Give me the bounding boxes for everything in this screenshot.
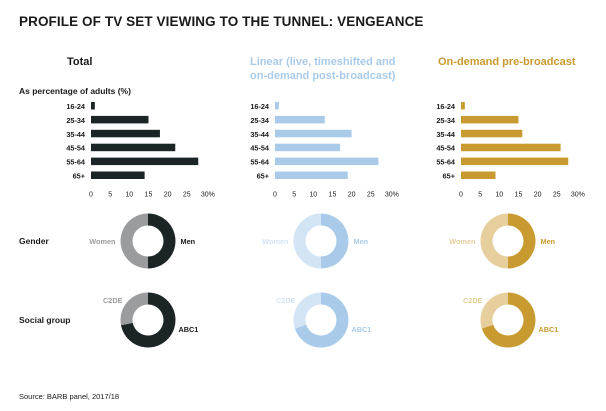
x-tick-label: 20 bbox=[534, 191, 542, 198]
bar-category-label: 45-54 bbox=[66, 144, 86, 153]
bar bbox=[275, 129, 352, 138]
legend-label-men: Men bbox=[181, 237, 196, 246]
bar bbox=[91, 157, 199, 166]
x-tick-label: 30% bbox=[571, 191, 585, 198]
social-donut-slice bbox=[120, 292, 176, 348]
legend-label-abc1: ABC1 bbox=[179, 325, 199, 334]
bar-category-label: 55-64 bbox=[250, 158, 270, 167]
legend-label-c2de: C2DE bbox=[103, 296, 123, 305]
social-donut-slice bbox=[481, 292, 536, 348]
bar bbox=[461, 143, 561, 152]
social-donut-slice bbox=[294, 292, 349, 348]
bar-category-label: 25-34 bbox=[436, 116, 456, 125]
bar-category-label: 35-44 bbox=[66, 130, 86, 139]
bar-category-label: 65+ bbox=[257, 172, 269, 181]
legend-label-abc1: ABC1 bbox=[539, 325, 559, 334]
bar-category-label: 25-34 bbox=[66, 116, 86, 125]
bar bbox=[275, 143, 341, 152]
x-tick-label: 20 bbox=[348, 191, 356, 198]
legend-label-men: Men bbox=[354, 237, 369, 246]
gender-donut-slice bbox=[293, 213, 321, 269]
gender-donut-slice bbox=[148, 213, 176, 269]
bar-category-label: 45-54 bbox=[250, 144, 270, 153]
bar bbox=[461, 115, 519, 124]
gender-donut-slice bbox=[321, 213, 349, 269]
source-note: Source: BARB panel, 2017/18 bbox=[19, 392, 120, 401]
bar-category-label: 16-24 bbox=[250, 102, 270, 111]
bar-category-label: 65+ bbox=[443, 172, 455, 181]
gender-donut-slice bbox=[508, 213, 536, 269]
x-tick-label: 30% bbox=[385, 191, 399, 198]
x-tick-label: 25 bbox=[367, 191, 375, 198]
panel-title-ondemand: On-demand pre-broadcast bbox=[438, 56, 576, 68]
bar-category-label: 25-34 bbox=[250, 116, 270, 125]
x-tick-label: 10 bbox=[495, 191, 503, 198]
x-tick-label: 10 bbox=[309, 191, 317, 198]
bar-category-label: 55-64 bbox=[436, 158, 456, 167]
social-donut-slice bbox=[480, 292, 508, 329]
social-donut-slice bbox=[120, 292, 148, 326]
chart-subtitle: As percentage of adults (%) bbox=[19, 86, 131, 96]
panel-title-linear: Linear (live, timeshifted and on-demand … bbox=[250, 56, 396, 82]
panel-title-total: Total bbox=[67, 56, 93, 68]
bar-category-label: 65+ bbox=[73, 172, 85, 181]
bar-category-label: 35-44 bbox=[250, 130, 270, 139]
bar bbox=[91, 171, 145, 179]
legend-label-women: Women bbox=[449, 237, 475, 246]
gender-donut-slice bbox=[120, 213, 148, 269]
bar bbox=[275, 115, 325, 124]
bar bbox=[91, 102, 95, 110]
bar bbox=[461, 129, 523, 138]
bar bbox=[461, 102, 465, 110]
legend-label-c2de: C2DE bbox=[276, 296, 296, 305]
bar bbox=[275, 157, 379, 166]
chart-title: PROFILE OF TV SET VIEWING TO THE TUNNEL:… bbox=[19, 14, 424, 29]
x-tick-label: 15 bbox=[145, 191, 153, 198]
legend-label-abc1: ABC1 bbox=[352, 325, 372, 334]
bar bbox=[275, 102, 279, 110]
bar bbox=[275, 171, 348, 179]
x-tick-label: 5 bbox=[478, 191, 482, 198]
legend-label-c2de: C2DE bbox=[463, 296, 483, 305]
legend-label-women: Women bbox=[262, 237, 288, 246]
x-tick-label: 5 bbox=[292, 191, 296, 198]
bar bbox=[461, 171, 496, 179]
bar-category-label: 16-24 bbox=[436, 102, 456, 111]
gender-donut-slice bbox=[480, 213, 508, 269]
bar bbox=[461, 157, 569, 166]
x-tick-label: 5 bbox=[108, 191, 112, 198]
bar-category-label: 45-54 bbox=[436, 144, 456, 153]
x-tick-label: 30% bbox=[201, 191, 215, 198]
gender-row-label: Gender bbox=[19, 236, 49, 246]
x-tick-label: 25 bbox=[183, 191, 191, 198]
legend-label-women: Women bbox=[89, 237, 115, 246]
bar-category-label: 35-44 bbox=[436, 130, 456, 139]
x-tick-label: 0 bbox=[459, 191, 463, 198]
bar-category-label: 16-24 bbox=[66, 102, 86, 111]
social-group-row-label: Social group bbox=[19, 315, 71, 325]
bar bbox=[91, 143, 176, 152]
x-tick-label: 0 bbox=[273, 191, 277, 198]
legend-label-men: Men bbox=[541, 237, 556, 246]
x-tick-label: 25 bbox=[553, 191, 561, 198]
x-tick-label: 15 bbox=[515, 191, 523, 198]
x-tick-label: 0 bbox=[89, 191, 93, 198]
bar-category-label: 55-64 bbox=[66, 158, 86, 167]
x-tick-label: 10 bbox=[125, 191, 133, 198]
bar bbox=[91, 129, 160, 138]
x-tick-label: 20 bbox=[164, 191, 172, 198]
social-donut-slice bbox=[293, 292, 321, 329]
x-tick-label: 15 bbox=[329, 191, 337, 198]
bar bbox=[91, 115, 149, 124]
